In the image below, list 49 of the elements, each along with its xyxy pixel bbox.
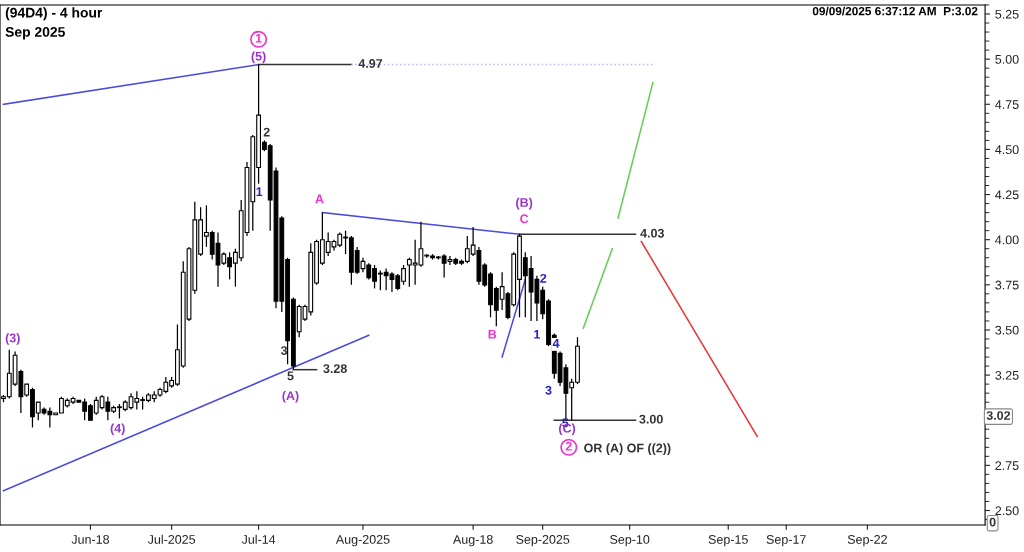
y-tick-label: 4.25	[995, 190, 1019, 200]
y-tick-label: 4.75	[995, 100, 1019, 109]
annotation: (A)	[282, 390, 299, 403]
text: Sep 2025	[5, 27, 65, 40]
annotation: (4)	[110, 423, 125, 436]
y-tick-label: 3.50	[995, 325, 1019, 335]
annotation: 1	[256, 187, 263, 196]
chart-title: (94D4) - 4 hour	[5, 7, 103, 21]
annotation: B	[488, 330, 497, 339]
x-tick-label: Jul-2025	[147, 534, 196, 544]
annotation: 2	[263, 127, 270, 137]
annotation: OR (A) OF ((2))	[584, 443, 671, 455]
annotation: A	[315, 194, 324, 204]
annotation: 3	[545, 385, 552, 395]
y-tick-label: 2.50	[995, 506, 1019, 516]
y-tick-label: 5.25	[995, 9, 1019, 19]
y-tick-label: 2.75	[995, 461, 1019, 471]
x-tick-label: Sep-22	[847, 535, 887, 547]
x-tick-label: Aug-18	[452, 535, 493, 547]
annotation: 3.28	[323, 364, 347, 374]
annotation: 4.97	[358, 59, 383, 68]
annotation: (B)	[516, 197, 533, 210]
annotation: 09/09/2025 6:37:12 AM P:3.02	[812, 6, 978, 16]
y-tick-label: 3.75	[995, 280, 1019, 290]
x-tick-label: Sep-10	[610, 535, 650, 547]
annotation: 2	[565, 441, 572, 451]
y-tick-label: 3.25	[995, 370, 1019, 380]
annotation: C	[520, 214, 529, 224]
x-tick-label: Jun-18	[71, 535, 110, 544]
text: 3.02	[986, 411, 1011, 420]
annotation: 4.03	[640, 228, 664, 238]
y-tick-label: 5.00	[995, 54, 1019, 64]
annotation: 2	[540, 273, 547, 283]
annotation: 5	[287, 371, 294, 381]
y-tick-label: 4.00	[995, 235, 1019, 245]
y-tick-label: 4.50	[995, 145, 1019, 155]
x-tick-label: Aug-2025	[335, 535, 390, 547]
x-tick-label: Sep-17	[766, 535, 806, 547]
annotation: 3	[280, 346, 288, 355]
text: 0	[989, 517, 996, 527]
annotation: 1	[255, 33, 262, 43]
x-tick-label: Sep-2025	[516, 535, 570, 547]
annotation: (3)	[5, 333, 20, 345]
annotation: 4	[552, 339, 560, 348]
annotation: (5)	[251, 51, 266, 64]
x-tick-label: Jul-14	[241, 534, 276, 544]
annotation: 3.00	[639, 414, 663, 424]
annotation: 1	[534, 330, 541, 339]
x-tick-label: Sep-15	[708, 535, 748, 547]
